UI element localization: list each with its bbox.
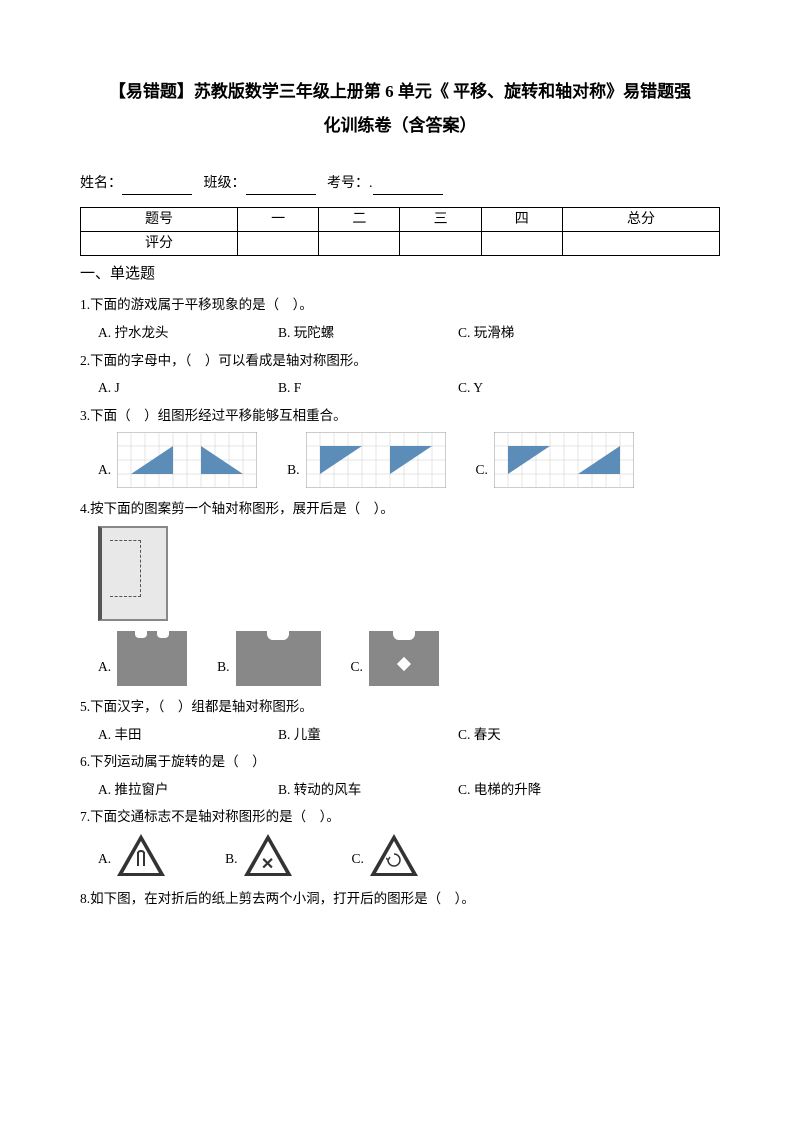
q2-text: 2.下面的字母中，（ ）可以看成是轴对称图形。 <box>80 350 720 372</box>
q5-option-b[interactable]: B. 儿童 <box>278 724 458 746</box>
q1-option-b[interactable]: B. 玩陀螺 <box>278 322 458 344</box>
q4-option-c[interactable]: C. <box>351 631 439 686</box>
option-label: C. <box>476 459 488 481</box>
name-blank[interactable] <box>122 179 192 195</box>
score-cell[interactable] <box>562 232 719 256</box>
q6-text: 6.下列运动属于旋转的是（ ） <box>80 751 720 773</box>
header-cell: 总分 <box>562 208 719 232</box>
header-cell: 四 <box>481 208 562 232</box>
q4-text: 4.按下面的图案剪一个轴对称图形，展开后是（ ）。 <box>80 498 720 520</box>
traffic-sign-a <box>117 834 165 878</box>
q6-option-c[interactable]: C. 电梯的升降 <box>458 779 638 801</box>
q7-option-a[interactable]: A. <box>98 834 165 878</box>
q1-options: A. 拧水龙头 B. 玩陀螺 C. 玩滑梯 <box>98 322 720 344</box>
option-label: B. <box>225 848 237 870</box>
header-cell: 三 <box>400 208 481 232</box>
score-cell[interactable] <box>319 232 400 256</box>
q3-option-b[interactable]: B. <box>287 432 445 488</box>
header-cell: 一 <box>238 208 319 232</box>
grid-figure-a <box>117 432 257 488</box>
q5-option-c[interactable]: C. 春天 <box>458 724 638 746</box>
q6-options: A. 推拉窗户 B. 转动的风车 C. 电梯的升降 <box>98 779 720 801</box>
q2-option-b[interactable]: B. F <box>278 377 458 399</box>
grid-figure-b <box>306 432 446 488</box>
class-blank[interactable] <box>246 179 316 195</box>
q1-text: 1.下面的游戏属于平移现象的是（ ）。 <box>80 294 720 316</box>
q3-option-c[interactable]: C. <box>476 432 634 488</box>
q5-option-a[interactable]: A. 丰田 <box>98 724 278 746</box>
score-cell[interactable] <box>238 232 319 256</box>
q8-text: 8.如下图，在对折后的纸上剪去两个小洞，打开后的图形是（ ）。 <box>80 888 720 910</box>
num-label: 考号：. <box>327 176 373 191</box>
table-row: 题号 一 二 三 四 总分 <box>81 208 720 232</box>
q5-text: 5.下面汉字，（ ）组都是轴对称图形。 <box>80 696 720 718</box>
option-label: B. <box>287 459 299 481</box>
q4-options: A. B. C. <box>98 631 720 686</box>
q7-option-b[interactable]: B. ✕ <box>225 834 291 878</box>
q1-option-c[interactable]: C. 玩滑梯 <box>458 322 638 344</box>
option-label: A. <box>98 848 111 870</box>
num-blank[interactable] <box>373 179 443 195</box>
q3-text: 3.下面（ ）组图形经过平移能够互相重合。 <box>80 405 720 427</box>
score-cell[interactable] <box>481 232 562 256</box>
option-label: C. <box>351 656 363 678</box>
option-label: B. <box>217 656 229 678</box>
q4-option-a[interactable]: A. <box>98 631 187 686</box>
traffic-sign-c <box>370 834 418 878</box>
score-table: 题号 一 二 三 四 总分 评分 <box>80 207 720 256</box>
q4-shape-a <box>117 631 187 686</box>
header-cell: 二 <box>319 208 400 232</box>
q7-option-c[interactable]: C. <box>352 834 418 878</box>
row-label-cell: 评分 <box>81 232 238 256</box>
q1-option-a[interactable]: A. 拧水龙头 <box>98 322 278 344</box>
student-info-line: 姓名： 班级： 考号：. <box>80 173 720 195</box>
q2-option-c[interactable]: C. Y <box>458 377 638 399</box>
q6-option-a[interactable]: A. 推拉窗户 <box>98 779 278 801</box>
option-label: C. <box>352 848 364 870</box>
class-label: 班级： <box>204 176 246 191</box>
title-line-2: 化训练卷（含答案） <box>80 109 720 143</box>
score-cell[interactable] <box>400 232 481 256</box>
header-cell: 题号 <box>81 208 238 232</box>
q2-option-a[interactable]: A. J <box>98 377 278 399</box>
q4-shape-c <box>369 631 439 686</box>
q3-figures: A. B. C. <box>98 432 720 488</box>
page-title: 【易错题】苏教版数学三年级上册第 6 单元《 平移、旋转和轴对称》易错题强 化训… <box>80 75 720 143</box>
q2-options: A. J B. F C. Y <box>98 377 720 399</box>
q4-option-b[interactable]: B. <box>217 631 320 686</box>
q3-option-a[interactable]: A. <box>98 432 257 488</box>
q4-shape-b <box>236 631 321 686</box>
option-label: A. <box>98 656 111 678</box>
q7-text: 7.下面交通标志不是轴对称图形的是（ ）。 <box>80 806 720 828</box>
name-label: 姓名： <box>80 176 122 191</box>
table-row: 评分 <box>81 232 720 256</box>
q7-options: A. B. ✕ C. <box>98 834 720 878</box>
option-label: A. <box>98 459 111 481</box>
q5-options: A. 丰田 B. 儿童 C. 春天 <box>98 724 720 746</box>
q6-option-b[interactable]: B. 转动的风车 <box>278 779 458 801</box>
title-line-1: 【易错题】苏教版数学三年级上册第 6 单元《 平移、旋转和轴对称》易错题强 <box>80 75 720 109</box>
traffic-sign-b: ✕ <box>244 834 292 878</box>
grid-figure-c <box>494 432 634 488</box>
section-title: 一、单选题 <box>80 262 720 286</box>
q4-fold-figure <box>98 526 168 621</box>
